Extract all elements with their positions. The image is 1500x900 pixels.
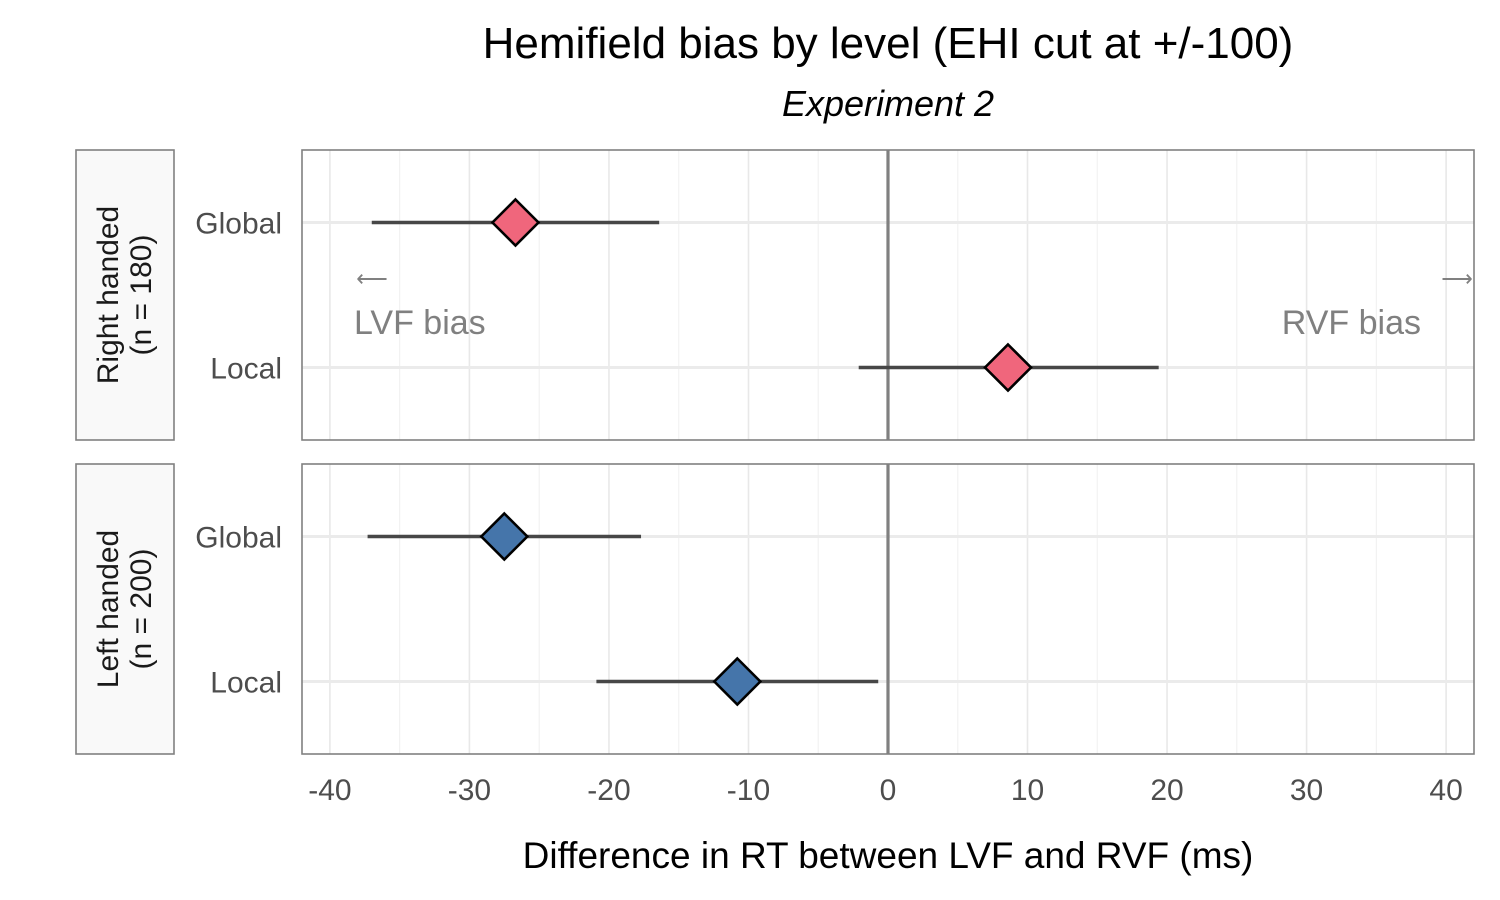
y-tick-label: Local — [210, 353, 282, 386]
x-axis: -40 -30 -20 -10 0 10 20 30 40 — [308, 774, 1463, 807]
chart-subtitle: Experiment 2 — [782, 83, 994, 124]
estimate-point — [490, 197, 541, 248]
estimate-point — [983, 342, 1033, 393]
panel: Right handed(n = 180) Global Local ⟵ LVF bia… — [75, 149, 1475, 441]
x-tick-label: 0 — [880, 774, 897, 807]
x-tick-label: -20 — [587, 774, 630, 807]
x-tick-label: 30 — [1290, 774, 1323, 807]
y-tick-label: Local — [210, 667, 282, 700]
x-tick-label: 40 — [1429, 774, 1462, 807]
strip-box — [75, 149, 175, 441]
y-tick-label: Global — [195, 522, 282, 555]
strip-label-line1: Left handed — [92, 530, 125, 688]
panel: Left handed(n = 200) Global Local — [75, 463, 1475, 755]
y-tick-label: Global — [195, 208, 282, 241]
strip-box — [75, 463, 175, 755]
strip-label-line2: (n = 200) — [125, 549, 158, 670]
x-tick-label: -40 — [308, 774, 351, 807]
annotation-text: RVF bias — [1282, 304, 1421, 342]
x-axis-label: Difference in RT between LVF and RVF (ms… — [523, 835, 1254, 876]
panels-group: Right handed(n = 180) Global Local ⟵ LVF bia… — [75, 149, 1475, 755]
chart-title: Hemifield bias by level (EHI cut at +/-1… — [483, 19, 1294, 68]
annotation-arrow: ⟶ — [1441, 266, 1473, 291]
x-tick-label: 10 — [1011, 774, 1044, 807]
panel-border — [301, 149, 1475, 441]
strip-label-line1: Right handed — [92, 206, 125, 384]
x-tick-label: 20 — [1150, 774, 1183, 807]
strip-label-line2: (n = 180) — [125, 235, 158, 356]
strip-label: Left handed(n = 200) — [92, 530, 158, 688]
annotation-text: LVF bias — [354, 304, 486, 342]
estimate-point — [479, 511, 530, 562]
x-tick-label: -30 — [448, 774, 491, 807]
annotation-arrow: ⟵ — [356, 266, 388, 291]
x-tick-label: -10 — [727, 774, 770, 807]
panel-border — [301, 463, 1475, 755]
estimate-point — [712, 656, 763, 707]
strip-label: Right handed(n = 180) — [92, 206, 158, 384]
